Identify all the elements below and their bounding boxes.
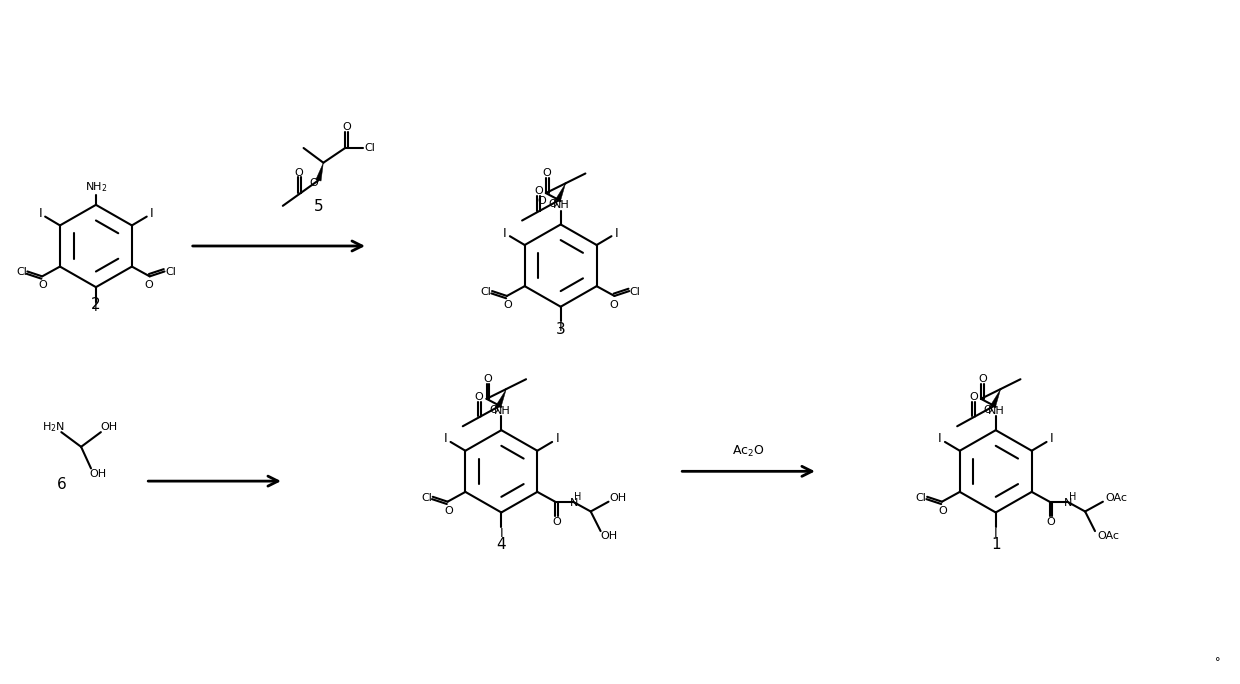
Text: H: H: [574, 492, 582, 502]
Text: NH: NH: [553, 200, 570, 210]
Text: 4: 4: [496, 538, 506, 552]
Polygon shape: [556, 183, 565, 202]
Text: OAc: OAc: [1097, 531, 1120, 541]
Text: I: I: [939, 432, 942, 445]
Text: I: I: [38, 207, 42, 220]
Text: NH: NH: [988, 406, 1006, 416]
Text: N: N: [1064, 498, 1073, 508]
Text: O: O: [548, 199, 557, 209]
Text: O: O: [939, 505, 947, 516]
Text: I: I: [94, 301, 98, 314]
Text: O: O: [983, 405, 992, 415]
Text: O: O: [475, 392, 484, 402]
Text: Cl: Cl: [422, 492, 433, 503]
Text: N: N: [569, 498, 578, 508]
Text: I: I: [556, 432, 559, 445]
Text: I: I: [150, 207, 154, 220]
Text: OH: OH: [600, 531, 618, 541]
Text: Cl: Cl: [16, 267, 27, 278]
Text: O: O: [342, 122, 351, 133]
Text: I: I: [1050, 432, 1053, 445]
Text: O: O: [503, 300, 512, 310]
Text: 5: 5: [314, 199, 324, 214]
Text: Cl: Cl: [165, 267, 176, 278]
Text: Ac$_2$O: Ac$_2$O: [733, 444, 765, 459]
Text: NH: NH: [494, 406, 511, 416]
Text: O: O: [552, 517, 560, 527]
Polygon shape: [991, 389, 1001, 408]
Text: OH: OH: [100, 422, 118, 432]
Text: 1: 1: [991, 538, 1001, 552]
Text: NH$_2$: NH$_2$: [84, 181, 107, 194]
Polygon shape: [316, 163, 324, 181]
Text: °: °: [1215, 657, 1221, 668]
Text: O: O: [309, 179, 317, 188]
Text: 2: 2: [91, 298, 100, 313]
Text: Cl: Cl: [916, 492, 926, 503]
Text: OH: OH: [610, 492, 627, 503]
Text: O: O: [1047, 517, 1055, 527]
Text: O: O: [609, 300, 618, 310]
Text: O: O: [970, 392, 978, 402]
Text: O: O: [144, 280, 153, 290]
Text: OH: OH: [89, 469, 107, 479]
Text: O: O: [444, 505, 453, 516]
Text: I: I: [444, 432, 448, 445]
Text: 3: 3: [556, 321, 565, 337]
Text: Cl: Cl: [365, 143, 376, 153]
Text: I: I: [503, 227, 507, 240]
Text: 6: 6: [57, 477, 66, 492]
Text: O: O: [543, 168, 552, 179]
Text: H$_2$N: H$_2$N: [42, 421, 64, 434]
Text: OAc: OAc: [1106, 492, 1127, 503]
Text: O: O: [978, 374, 987, 384]
Text: I: I: [994, 527, 997, 540]
Text: I: I: [559, 321, 563, 334]
Text: O: O: [484, 374, 492, 384]
Text: O: O: [295, 168, 304, 178]
Text: I: I: [615, 227, 619, 240]
Text: Cl: Cl: [481, 287, 491, 297]
Text: O: O: [534, 186, 543, 196]
Text: I: I: [500, 527, 503, 540]
Polygon shape: [496, 389, 506, 408]
Text: O: O: [537, 196, 546, 206]
Text: O: O: [38, 280, 47, 290]
Text: H: H: [1069, 492, 1076, 502]
Text: Cl: Cl: [630, 287, 641, 297]
Text: O: O: [489, 405, 497, 415]
